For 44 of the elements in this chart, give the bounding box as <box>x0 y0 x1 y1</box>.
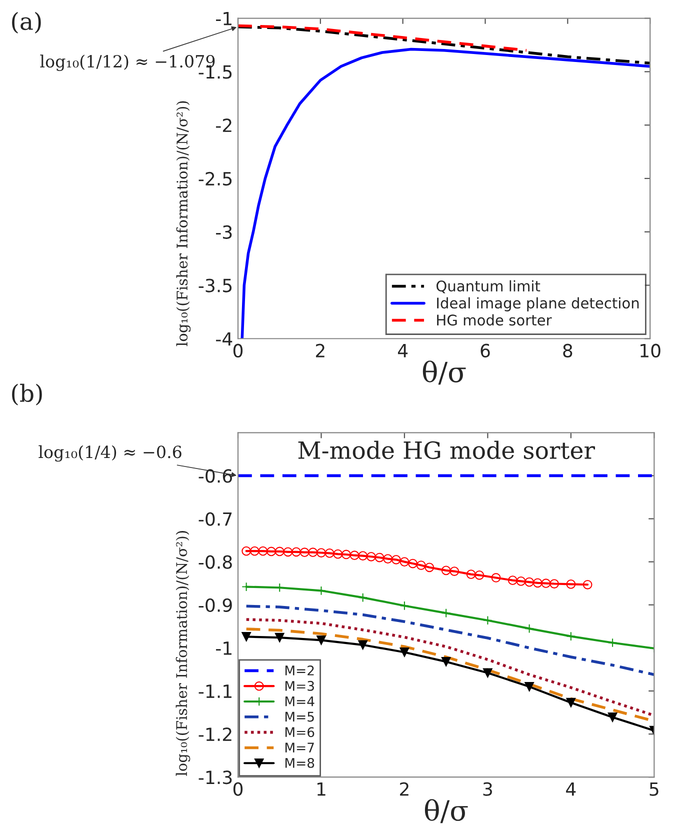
annotation: log₁₀(1/4) ≈ −0.6 <box>38 445 182 462</box>
legend-label: Ideal image plane detection <box>437 297 639 312</box>
y-tick-label: -0.7 <box>198 512 232 526</box>
y-tick-label: -1.1 <box>198 684 232 698</box>
y-tick-label: -2 <box>216 118 232 132</box>
legend-label: M=5 <box>285 712 314 722</box>
x-tick-label: 2 <box>400 782 408 796</box>
legend-label: M=8 <box>285 758 314 768</box>
y-tick-label: -0.8 <box>198 555 232 569</box>
legend-label: M=3 <box>285 680 314 691</box>
x-tick-label: 3 <box>483 782 492 796</box>
x-tick-label: 10 <box>640 344 660 358</box>
x-tick-label: 1 <box>317 782 326 796</box>
legend-label: M=6 <box>285 727 314 738</box>
x-tick-label: 5 <box>650 782 658 796</box>
y-tick-label: -1.3 <box>198 770 232 784</box>
y-axis-title: log₁₀((Fisher Information)/(N/σ²)) <box>176 101 191 346</box>
x-tick-label: 2 <box>316 344 324 358</box>
x-tick-label: 6 <box>480 344 490 358</box>
y-tick-label: -2.5 <box>198 172 232 186</box>
legend-label: M=2 <box>285 666 314 676</box>
text: (a) <box>12 12 41 34</box>
y-tick-label: -1 <box>216 12 232 26</box>
x-tick-label: 0 <box>233 782 243 796</box>
x-tick-label: 4 <box>566 782 576 796</box>
legend-label: M=7 <box>285 742 314 752</box>
y-tick-label: -0.9 <box>198 598 232 612</box>
y-tick-label: -4 <box>216 332 232 346</box>
y-tick-label: -1.2 <box>198 727 232 741</box>
text: (b) <box>12 384 42 406</box>
y-tick-label: -1 <box>216 642 232 655</box>
x-tick-label: 4 <box>398 344 408 358</box>
legend-label: Quantum limit <box>436 280 540 294</box>
y-axis-title: log₁₀((Fisher Information)/(N/σ²)) <box>176 531 190 776</box>
x-axis-title: θ/σ <box>424 799 468 824</box>
x-tick-label: 8 <box>563 344 572 358</box>
x-tick-label: 0 <box>233 344 243 358</box>
chart-title: M-mode HG mode sorter <box>298 440 596 460</box>
legend-label: M=4 <box>285 696 314 706</box>
y-tick-label: -3.5 <box>198 278 232 292</box>
y-tick-label: -0.6 <box>198 469 232 483</box>
y-tick-label: -3 <box>216 225 232 239</box>
legend-label: HG mode sorter <box>437 314 552 326</box>
x-axis-title: θ/σ <box>422 360 466 385</box>
